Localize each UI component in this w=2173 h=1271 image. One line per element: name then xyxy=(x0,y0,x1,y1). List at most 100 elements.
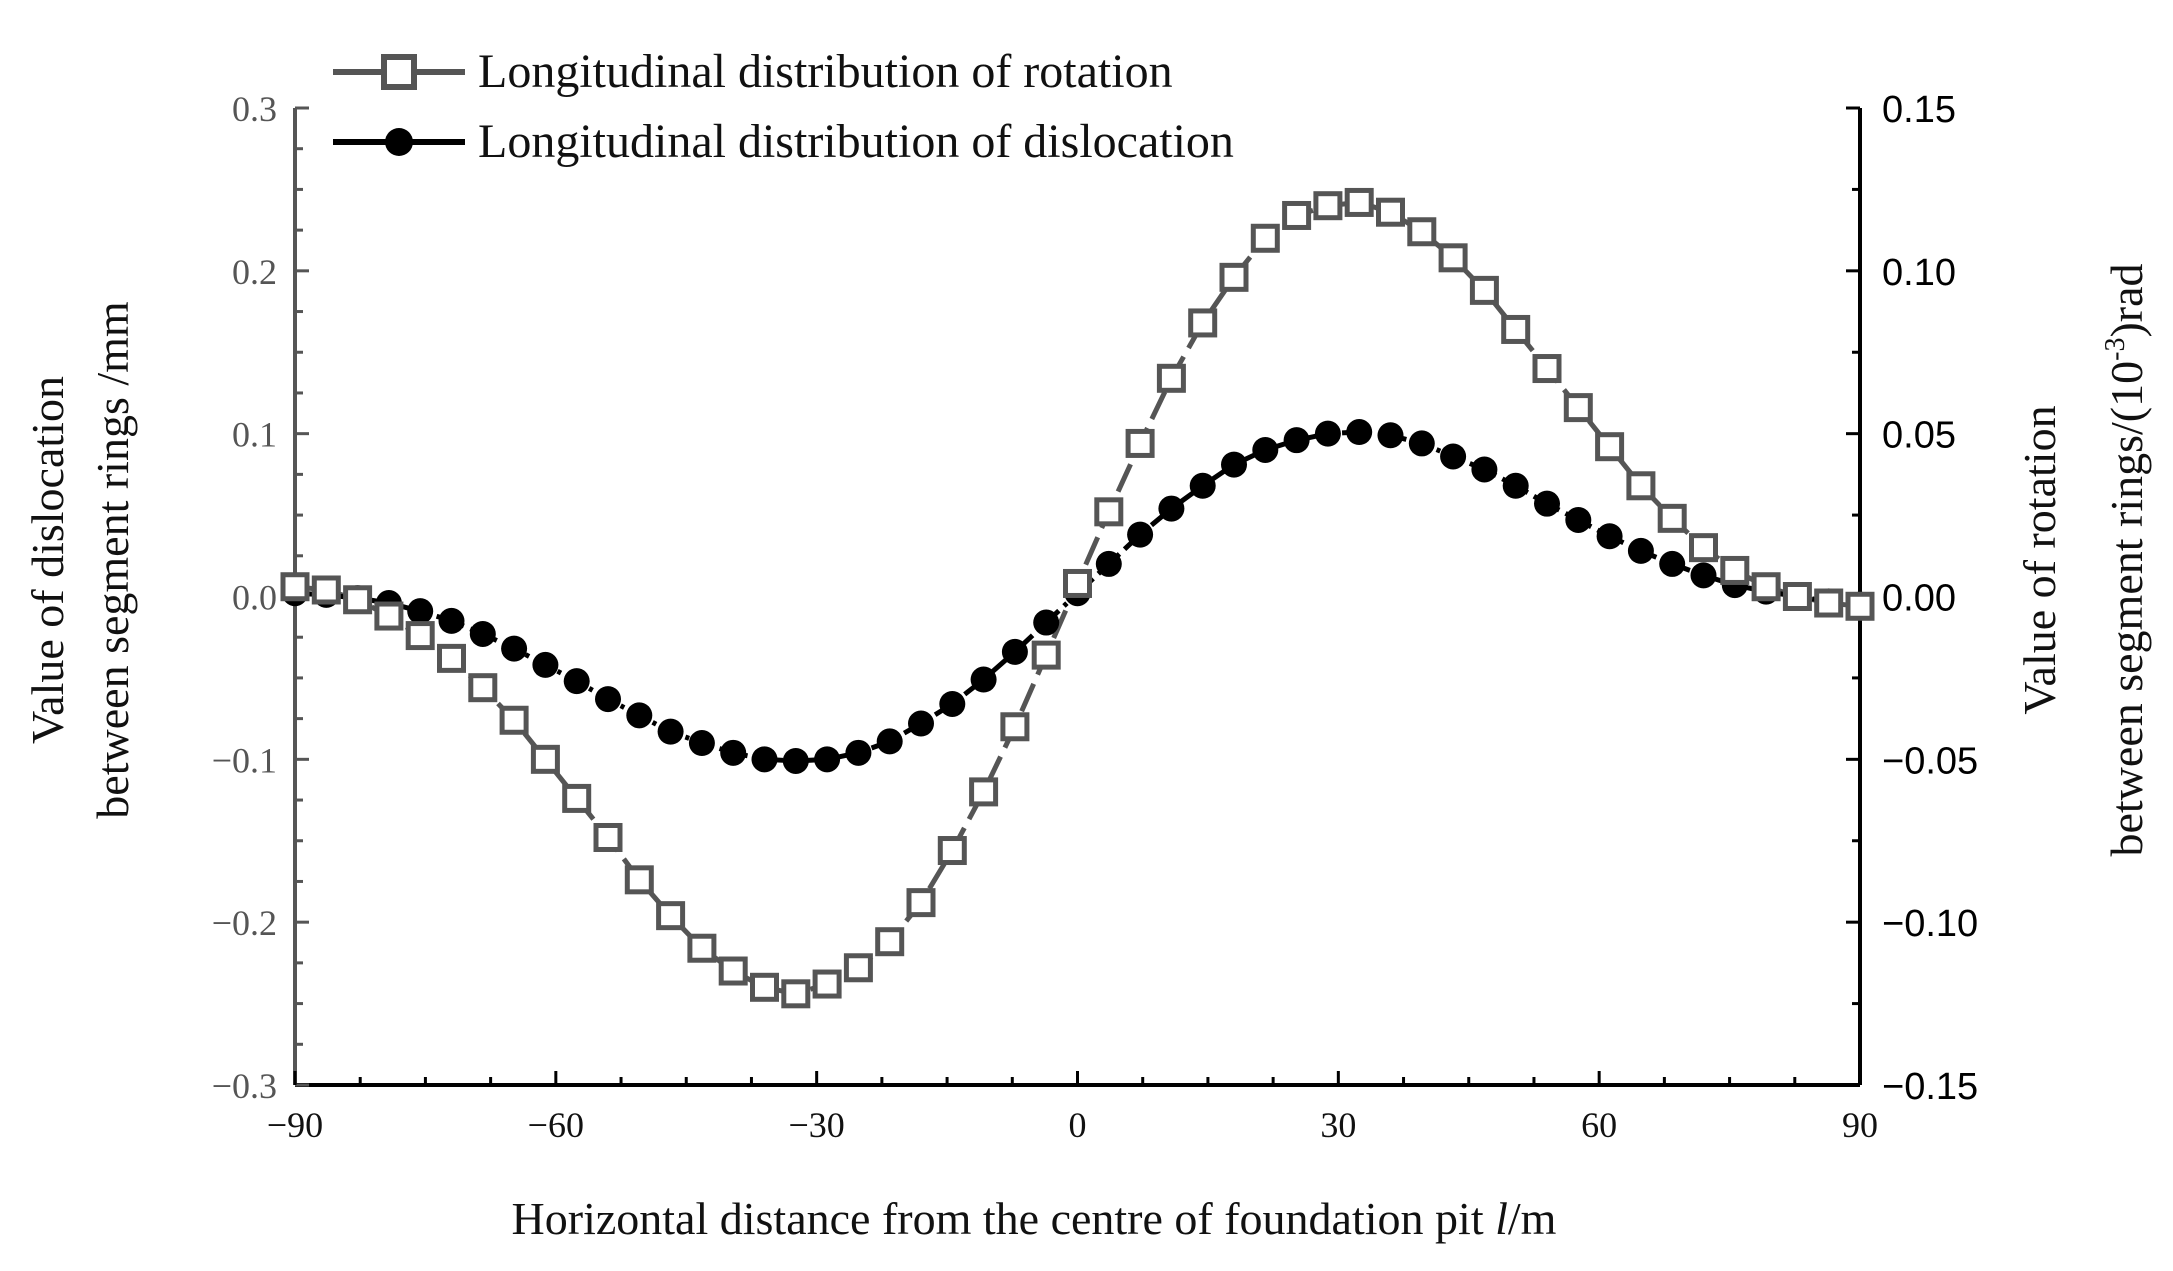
rotation-point xyxy=(1626,471,1656,501)
rotation-point xyxy=(812,969,842,999)
legend-dislocation-label: Longitudinal distribution of dislocation xyxy=(478,115,1234,168)
rotation-point xyxy=(1250,223,1280,253)
y-left-tick-label: 0.3 xyxy=(232,89,277,129)
y-right-axis-label-line2: between segment rings/(10-3)rad xyxy=(2100,263,2152,856)
rotation-point xyxy=(1469,275,1499,305)
rotation-point xyxy=(843,953,873,983)
rotation-point xyxy=(969,777,999,807)
rotation-point xyxy=(1188,308,1218,338)
rotation-point xyxy=(374,601,404,631)
y-left-tick-label: −0.1 xyxy=(212,740,277,780)
dislocation-point xyxy=(782,747,809,774)
dislocation-point xyxy=(407,598,434,625)
legend-rotation-label: Longitudinal distribution of rotation xyxy=(478,45,1173,98)
dislocation-point xyxy=(1189,472,1216,499)
dislocation-point xyxy=(1565,506,1592,533)
y-left-tick-label: 0.0 xyxy=(232,578,277,618)
dislocation-point xyxy=(469,620,496,647)
rotation-point xyxy=(875,927,905,957)
dislocation-point xyxy=(1659,550,1686,577)
dislocation-point xyxy=(1127,521,1154,548)
rotation-point xyxy=(530,744,560,774)
rotation-point xyxy=(1282,200,1312,230)
dislocation-point xyxy=(1252,436,1279,463)
rotation-point xyxy=(562,783,592,813)
rotation-point xyxy=(437,643,466,673)
y-right-tick-label: 0.00 xyxy=(1882,578,1956,620)
x-axis-label-variable: l xyxy=(1495,1193,1508,1244)
y-right-label-post: )rad xyxy=(2101,263,2152,337)
rotation-point xyxy=(1000,712,1030,742)
rotation-point xyxy=(1344,187,1374,217)
rotation-point xyxy=(1501,314,1531,344)
axis-labels: Horizontal distance from the centre of f… xyxy=(22,263,2152,1244)
dislocation-point xyxy=(563,668,590,695)
dislocation-point xyxy=(1502,472,1529,499)
dislocation-point xyxy=(939,690,966,717)
rotation-point xyxy=(750,972,779,1002)
dislocation-point xyxy=(1283,427,1310,454)
dislocation-point xyxy=(1690,562,1717,589)
rotation-point xyxy=(1219,262,1249,292)
dislocation-point xyxy=(1221,451,1247,478)
rotation-point xyxy=(405,621,435,651)
x-axis-label: Horizontal distance from the centre of f… xyxy=(512,1193,1557,1244)
dislocation-point xyxy=(1377,422,1404,449)
x-axis-label-main: Horizontal distance from the centre of f… xyxy=(512,1193,1496,1244)
y-right-tick-label: −0.10 xyxy=(1882,903,1978,945)
dislocation-point xyxy=(1001,638,1028,665)
rotation-point xyxy=(499,705,529,735)
x-tick-label: 90 xyxy=(1842,1105,1878,1145)
rotation-point xyxy=(687,933,717,963)
rotation-point xyxy=(781,979,811,1009)
rotation-point xyxy=(1438,243,1468,273)
dislocation-point xyxy=(1534,490,1560,517)
rotation-point xyxy=(1751,572,1781,602)
rotation-point xyxy=(1720,555,1750,585)
rotation-point xyxy=(1156,363,1186,393)
rotation-point xyxy=(311,575,341,605)
rotation-point xyxy=(1595,432,1625,462)
rotation-point xyxy=(1125,428,1155,458)
y-left-tick-label: 0.2 xyxy=(232,252,277,292)
rotation-point xyxy=(1094,497,1124,527)
y-right-label-sup: -3 xyxy=(2100,338,2131,361)
dislocation-point xyxy=(1471,456,1498,483)
x-tick-label: 60 xyxy=(1581,1105,1617,1145)
dislocation-point xyxy=(626,702,653,729)
y-left-tick-label: −0.2 xyxy=(212,903,277,943)
rotation-point xyxy=(1313,191,1343,221)
rotation-point xyxy=(280,572,310,602)
dislocation-point xyxy=(1408,430,1435,457)
rotation-point xyxy=(1063,568,1092,598)
rotation-point xyxy=(1376,197,1405,227)
dislocation-point xyxy=(1346,419,1373,446)
dislocation-point xyxy=(1033,609,1060,636)
rotation-point xyxy=(593,822,623,852)
dislocation-point xyxy=(814,746,841,773)
rotation-point xyxy=(468,673,498,703)
dislocation-point xyxy=(501,635,528,662)
dislocation-point xyxy=(1440,443,1467,470)
rotation-point xyxy=(343,585,373,615)
plot-area xyxy=(280,187,1875,1009)
y-right-tick-label: −0.05 xyxy=(1882,740,1978,782)
rotation-point xyxy=(718,956,748,986)
dislocation-point xyxy=(970,666,997,693)
y-left-tick-label: −0.3 xyxy=(212,1066,277,1106)
x-tick-label: −30 xyxy=(789,1105,845,1145)
rotation-point xyxy=(1689,533,1718,563)
rotation-point xyxy=(1532,354,1562,384)
rotation-point xyxy=(1814,588,1844,618)
dislocation-point xyxy=(595,686,621,713)
dislocation-point xyxy=(532,651,559,678)
legend-dislocation-marker xyxy=(385,128,413,156)
legend: Longitudinal distribution of rotation Lon… xyxy=(333,45,1234,168)
dislocation-point xyxy=(1095,550,1122,577)
y-right-tick-label: 0.15 xyxy=(1882,89,1956,131)
dislocation-point xyxy=(657,718,684,745)
y-right-tick-label: −0.15 xyxy=(1882,1066,1978,1108)
rotation-point xyxy=(1031,640,1061,670)
x-tick-label: 0 xyxy=(1069,1105,1087,1145)
